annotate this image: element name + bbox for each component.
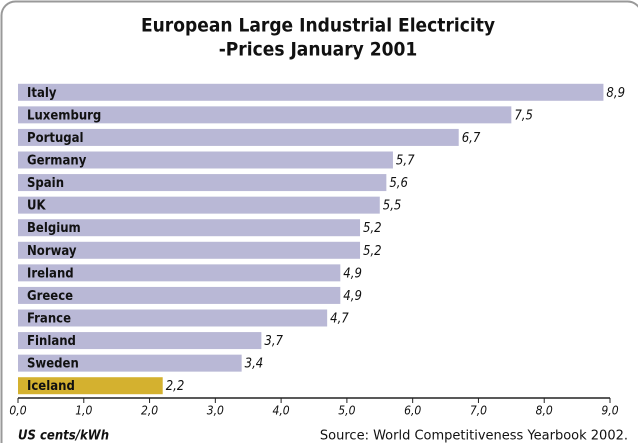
- value-label: 4,9: [343, 289, 362, 304]
- x-tick-label: 8,0: [536, 404, 553, 418]
- x-tick-label: 1,0: [75, 404, 92, 418]
- value-label: 3,4: [245, 357, 264, 372]
- bar: [18, 196, 380, 214]
- category-label: Germany: [27, 154, 87, 169]
- bar: [18, 241, 361, 259]
- value-label: 6,7: [462, 131, 481, 146]
- chart-title: -Prices January 2001: [219, 39, 418, 61]
- x-tick-label: 9,0: [601, 404, 618, 418]
- bar: [18, 354, 242, 372]
- category-label: Norway: [27, 244, 77, 259]
- bar: [18, 106, 512, 124]
- bar: [18, 264, 341, 282]
- category-label: Ireland: [27, 266, 74, 281]
- value-label: 5,6: [389, 176, 408, 191]
- category-label: Sweden: [27, 357, 79, 372]
- category-label: Belgium: [27, 221, 81, 236]
- bar: [18, 309, 328, 327]
- category-label: Greece: [27, 289, 73, 304]
- chart-title: European Large Industrial Electricity: [141, 15, 495, 37]
- bar: [18, 151, 393, 169]
- x-tick-label: 5,0: [338, 404, 355, 418]
- category-label: UK: [27, 199, 46, 214]
- value-label: 8,9: [606, 86, 625, 101]
- x-tick-label: 2,0: [141, 404, 158, 418]
- bar: [18, 219, 361, 237]
- source-note: Source: World Competitiveness Yearbook 2…: [320, 429, 628, 443]
- value-label: 5,5: [383, 199, 402, 214]
- bar: [18, 286, 341, 304]
- value-label: 4,7: [330, 312, 349, 327]
- bar: [18, 83, 604, 101]
- category-label: Luxemburg: [27, 108, 101, 123]
- x-tick-label: 7,0: [470, 404, 487, 418]
- value-label: 4,9: [343, 266, 362, 281]
- x-tick-label: 0,0: [9, 404, 26, 418]
- value-label: 3,7: [264, 334, 283, 349]
- value-label: 2,2: [166, 379, 185, 394]
- bar: [18, 377, 163, 395]
- category-label: Italy: [27, 86, 57, 101]
- x-tick-label: 6,0: [404, 404, 421, 418]
- value-label: 5,2: [363, 244, 382, 259]
- bar: [18, 332, 262, 350]
- x-tick-label: 3,0: [207, 404, 224, 418]
- category-label: France: [27, 312, 71, 327]
- x-tick-label: 4,0: [273, 404, 290, 418]
- category-label: Spain: [27, 176, 64, 191]
- x-axis-label: US cents/kWh: [18, 429, 109, 443]
- bar: [18, 128, 459, 146]
- category-label: Finland: [27, 334, 76, 349]
- value-label: 5,7: [396, 154, 415, 169]
- bar: [18, 174, 387, 192]
- value-label: 7,5: [514, 108, 533, 123]
- category-label: Iceland: [27, 379, 75, 394]
- value-label: 5,2: [363, 221, 382, 236]
- category-label: Portugal: [27, 131, 84, 146]
